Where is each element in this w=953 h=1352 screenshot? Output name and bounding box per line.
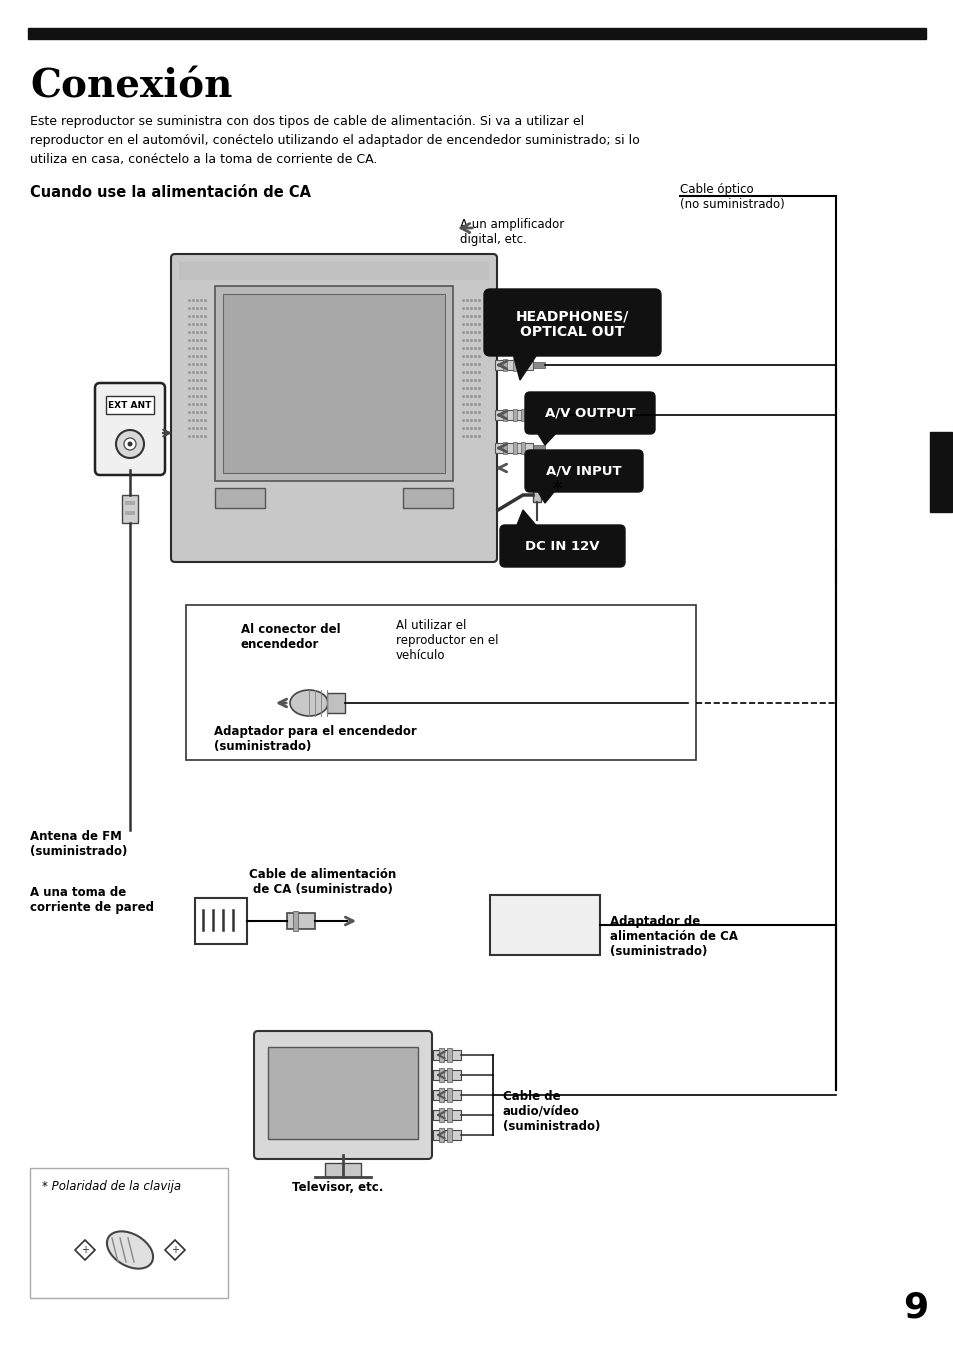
Bar <box>438 1109 443 1122</box>
Polygon shape <box>535 487 558 503</box>
Bar <box>125 502 135 506</box>
Bar <box>447 1048 452 1063</box>
Text: Cable de
audio/vídeo
(suministrado): Cable de audio/vídeo (suministrado) <box>502 1090 599 1133</box>
Bar <box>438 1128 443 1142</box>
FancyBboxPatch shape <box>524 450 642 492</box>
Bar <box>186 604 696 760</box>
Bar <box>502 442 506 454</box>
Text: Cable óptico
(no suministrado): Cable óptico (no suministrado) <box>679 183 784 211</box>
Bar <box>533 362 544 368</box>
Bar <box>293 911 297 932</box>
FancyBboxPatch shape <box>171 254 497 562</box>
Bar <box>433 1069 460 1080</box>
Bar <box>325 1163 360 1178</box>
Bar <box>495 410 533 420</box>
Text: Adaptador de
alimentación de CA
(suministrado): Adaptador de alimentación de CA (suminis… <box>609 915 738 959</box>
Polygon shape <box>512 350 539 380</box>
Text: Conexión: Conexión <box>30 68 233 105</box>
Bar <box>327 694 345 713</box>
Text: HEADPHONES/: HEADPHONES/ <box>516 310 629 323</box>
Bar <box>520 410 524 420</box>
Text: A/V OUTPUT: A/V OUTPUT <box>544 407 635 419</box>
Text: Al conector del
encendedor: Al conector del encendedor <box>241 623 340 652</box>
Text: Televisor, etc.: Televisor, etc. <box>292 1182 383 1194</box>
Bar <box>433 1090 460 1101</box>
Text: Antena de FM
(suministrado): Antena de FM (suministrado) <box>30 830 128 859</box>
Bar <box>438 1048 443 1063</box>
Bar <box>513 442 517 454</box>
FancyBboxPatch shape <box>524 392 655 434</box>
Bar <box>929 433 951 512</box>
Bar <box>106 396 153 414</box>
Bar <box>447 1068 452 1082</box>
Bar <box>214 488 265 508</box>
FancyBboxPatch shape <box>499 525 624 566</box>
Bar <box>447 1109 452 1122</box>
Bar <box>513 360 517 370</box>
Text: A/V INPUT: A/V INPUT <box>546 465 621 477</box>
Bar <box>30 1168 228 1298</box>
Text: A una toma de
corriente de pared: A una toma de corriente de pared <box>30 886 153 914</box>
Bar <box>287 913 314 929</box>
Bar <box>122 495 138 523</box>
Bar <box>28 28 925 39</box>
Text: +: + <box>81 1245 89 1255</box>
Bar <box>125 511 135 515</box>
Text: EXT ANT: EXT ANT <box>109 402 152 411</box>
Text: DC IN 12V: DC IN 12V <box>525 539 599 553</box>
Text: A un amplificador
digital, etc.: A un amplificador digital, etc. <box>459 218 563 246</box>
Text: 9: 9 <box>902 1290 927 1324</box>
Bar <box>502 410 506 420</box>
Bar <box>533 412 544 418</box>
Bar <box>433 1051 460 1060</box>
Bar <box>268 1046 417 1138</box>
Text: OPTICAL OUT: OPTICAL OUT <box>519 324 624 339</box>
Bar <box>194 898 247 944</box>
Bar <box>513 410 517 420</box>
Ellipse shape <box>290 690 328 717</box>
Bar <box>433 1130 460 1140</box>
Circle shape <box>128 442 132 446</box>
FancyBboxPatch shape <box>253 1032 432 1159</box>
Bar <box>433 1110 460 1119</box>
Text: +: + <box>171 1245 179 1255</box>
Bar <box>533 445 544 452</box>
Text: Cuando use la alimentación de CA: Cuando use la alimentación de CA <box>30 185 311 200</box>
Bar <box>214 287 453 481</box>
FancyBboxPatch shape <box>483 289 660 356</box>
Bar <box>490 895 599 955</box>
Text: Al utilizar el
reproductor en el
vehículo: Al utilizar el reproductor en el vehícul… <box>395 619 498 662</box>
Circle shape <box>116 430 144 458</box>
FancyBboxPatch shape <box>95 383 165 475</box>
Bar <box>502 360 506 370</box>
Bar <box>223 293 444 473</box>
Bar <box>495 443 533 453</box>
Text: Cable de alimentación
de CA (suministrado): Cable de alimentación de CA (suministrad… <box>249 868 396 896</box>
Bar <box>495 360 533 370</box>
Bar <box>447 1088 452 1102</box>
Bar <box>520 360 524 370</box>
Bar <box>438 1068 443 1082</box>
Bar <box>520 442 524 454</box>
Bar <box>402 488 453 508</box>
Text: Este reproductor se suministra con dos tipos de cable de alimentación. Si va a u: Este reproductor se suministra con dos t… <box>30 115 639 166</box>
Bar <box>533 480 540 502</box>
Text: *: * <box>551 480 561 500</box>
Polygon shape <box>535 429 559 445</box>
Ellipse shape <box>107 1232 152 1268</box>
Bar <box>179 262 489 280</box>
Bar <box>447 1128 452 1142</box>
Bar <box>438 1088 443 1102</box>
Polygon shape <box>515 510 539 530</box>
Text: * Polaridad de la clavija: * Polaridad de la clavija <box>42 1180 181 1192</box>
Text: Adaptador para el encendedor
(suministrado): Adaptador para el encendedor (suministra… <box>213 725 416 753</box>
Circle shape <box>124 438 136 450</box>
